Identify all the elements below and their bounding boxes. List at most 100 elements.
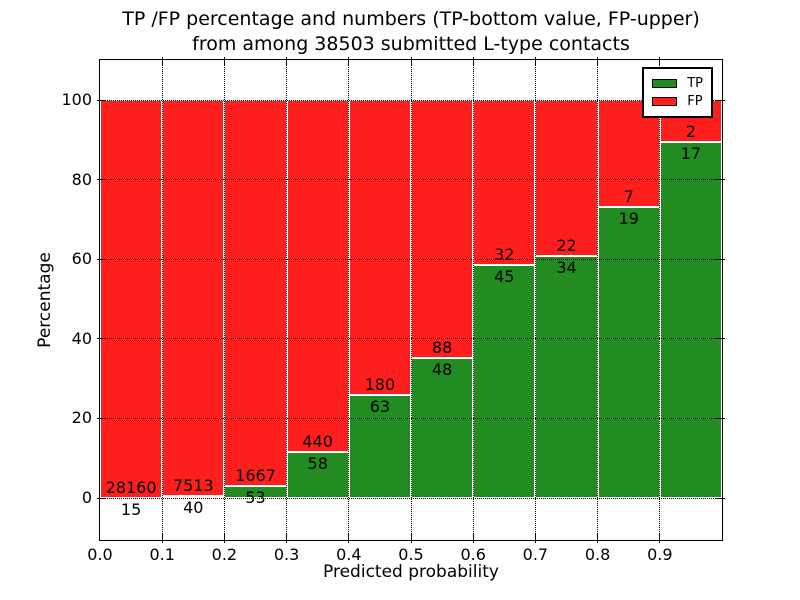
x-tick-label: 0.1: [149, 545, 175, 564]
bar-tp-segment: [348, 394, 411, 498]
x-tick-mark: [472, 57, 474, 66]
plot-area: TP FP 28160 15 7513 40 1667 53 440 58 180 63 88 48 3…: [97, 57, 725, 543]
x-tick-mark: [597, 57, 599, 66]
bar-tp-segment: [286, 451, 349, 498]
y-tick-mark: [97, 338, 106, 340]
bar-fp-segment: [224, 100, 287, 486]
x-tick-label: 0.8: [584, 545, 611, 564]
bar-fp-count-label: 2: [685, 121, 696, 141]
legend-swatch-tp-icon: [652, 79, 678, 88]
x-tick-mark: [348, 534, 350, 543]
x-tick-mark: [659, 57, 661, 66]
y-tick-mark: [716, 179, 725, 181]
bar-fp-count-label: 1667: [235, 465, 276, 485]
x-tick-mark: [472, 534, 474, 543]
bar-fp-segment: [162, 100, 225, 496]
bar-tp-segment: [411, 357, 474, 498]
bar-tp-count-label: 45: [494, 267, 515, 287]
y-tick-mark: [97, 99, 106, 101]
bar-tp-count-label: 40: [183, 497, 204, 517]
bar-fp-count-label: 440: [302, 431, 333, 451]
gridline-horizontal: [100, 179, 722, 181]
x-tick-mark: [286, 534, 288, 543]
gridline-vertical: [472, 60, 474, 540]
bar-fp-count-label: 88: [431, 337, 453, 357]
x-tick-mark: [659, 534, 661, 543]
y-tick-mark: [97, 258, 106, 260]
y-tick-mark: [97, 179, 106, 181]
y-tick-label: 0: [81, 488, 92, 507]
y-tick-label: 40: [71, 328, 92, 348]
legend: TP FP: [642, 67, 713, 118]
bar-fp-segment: [348, 100, 411, 395]
gridline-vertical: [223, 60, 225, 540]
x-tick-label: 0.6: [460, 545, 486, 564]
bar-tp-count-label: 17: [680, 143, 702, 163]
bar-tp-count-label: 53: [245, 487, 266, 507]
gridline-vertical: [597, 60, 599, 540]
x-tick-mark: [410, 57, 412, 66]
x-tick-mark: [597, 534, 599, 543]
x-tick-label: 0.9: [647, 545, 673, 564]
bar-tp-segment: [535, 256, 598, 498]
bar-fp-count-label: 7513: [172, 475, 214, 495]
bar-tp-count-label: 34: [556, 258, 577, 278]
gridline-vertical: [659, 60, 661, 540]
x-tick-label: 0.0: [87, 545, 113, 564]
chart-title-line2: from among 38503 submitted L-type contac…: [192, 33, 630, 55]
bar-tp-segment: [597, 207, 660, 498]
x-axis-label: Predicted probability: [323, 562, 499, 582]
chart-title-line1: TP /FP percentage and numbers (TP-bottom…: [122, 8, 700, 30]
y-tick-mark: [716, 99, 725, 101]
bar-tp-count-label: 58: [307, 453, 328, 473]
x-tick-mark: [348, 57, 350, 66]
legend-label-fp: FP: [687, 93, 703, 109]
bar-tp-segment: [162, 495, 225, 498]
x-tick-mark: [223, 57, 225, 66]
legend-item-tp: TP: [652, 75, 703, 92]
gridline-vertical: [410, 60, 412, 540]
chart-title: TP /FP percentage and numbers (TP-bottom…: [100, 7, 722, 57]
gridline-vertical: [286, 60, 288, 540]
legend-item-fp: FP: [652, 93, 703, 110]
legend-swatch-fp-icon: [652, 97, 678, 106]
bar-fp-count-label: 7: [623, 187, 634, 207]
y-tick-label: 100: [61, 90, 92, 109]
y-tick-mark: [97, 497, 106, 499]
gridline-vertical: [161, 60, 163, 540]
bar-tp-count-label: 15: [120, 499, 142, 519]
y-tick-mark: [716, 497, 725, 499]
y-tick-label: 60: [71, 249, 92, 269]
x-tick-label: 0.4: [336, 545, 362, 564]
gridline-vertical: [348, 60, 350, 540]
bar-tp-segment: [473, 265, 536, 498]
gridline-horizontal: [100, 338, 722, 340]
x-tick-mark: [161, 534, 163, 543]
y-tick-mark: [716, 338, 725, 340]
gridline-horizontal: [100, 99, 722, 101]
x-tick-label: 0.5: [398, 545, 424, 564]
bar-fp-count-label: 28160: [105, 477, 157, 497]
bar-tp-segment: [224, 485, 287, 498]
y-tick-mark: [716, 417, 725, 419]
bar-fp-segment: [100, 100, 163, 498]
bar-fp-segment: [411, 100, 474, 358]
bar-tp-count-label: 19: [618, 209, 639, 229]
gridline-horizontal: [100, 417, 722, 419]
x-tick-mark: [410, 534, 412, 543]
x-tick-mark: [161, 57, 163, 66]
bar-fp-count-label: 180: [364, 374, 396, 394]
x-tick-mark: [286, 57, 288, 66]
bar-fp-segment: [535, 100, 598, 257]
x-tick-label: 0.3: [273, 545, 300, 564]
gridline-horizontal: [100, 497, 722, 499]
y-tick-mark: [716, 258, 725, 260]
x-tick-label: 0.7: [522, 545, 549, 564]
bar-fp-count-label: 22: [556, 236, 577, 256]
bar-fp-segment: [473, 100, 536, 266]
y-tick-label: 80: [71, 169, 92, 189]
x-tick-mark: [534, 57, 536, 66]
bar-tp-count-label: 63: [369, 396, 391, 416]
x-tick-mark: [534, 534, 536, 543]
